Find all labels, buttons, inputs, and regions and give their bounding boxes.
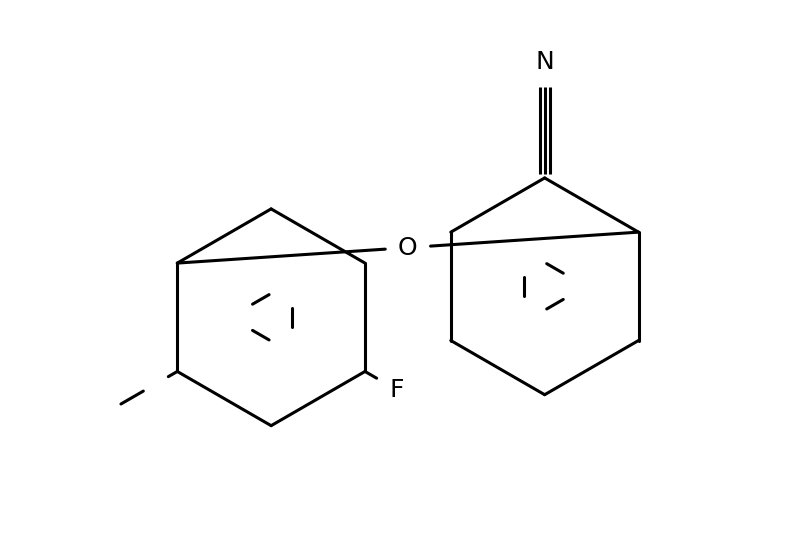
Text: N: N — [536, 50, 554, 75]
Text: F: F — [389, 378, 404, 401]
Text: O: O — [398, 236, 418, 259]
